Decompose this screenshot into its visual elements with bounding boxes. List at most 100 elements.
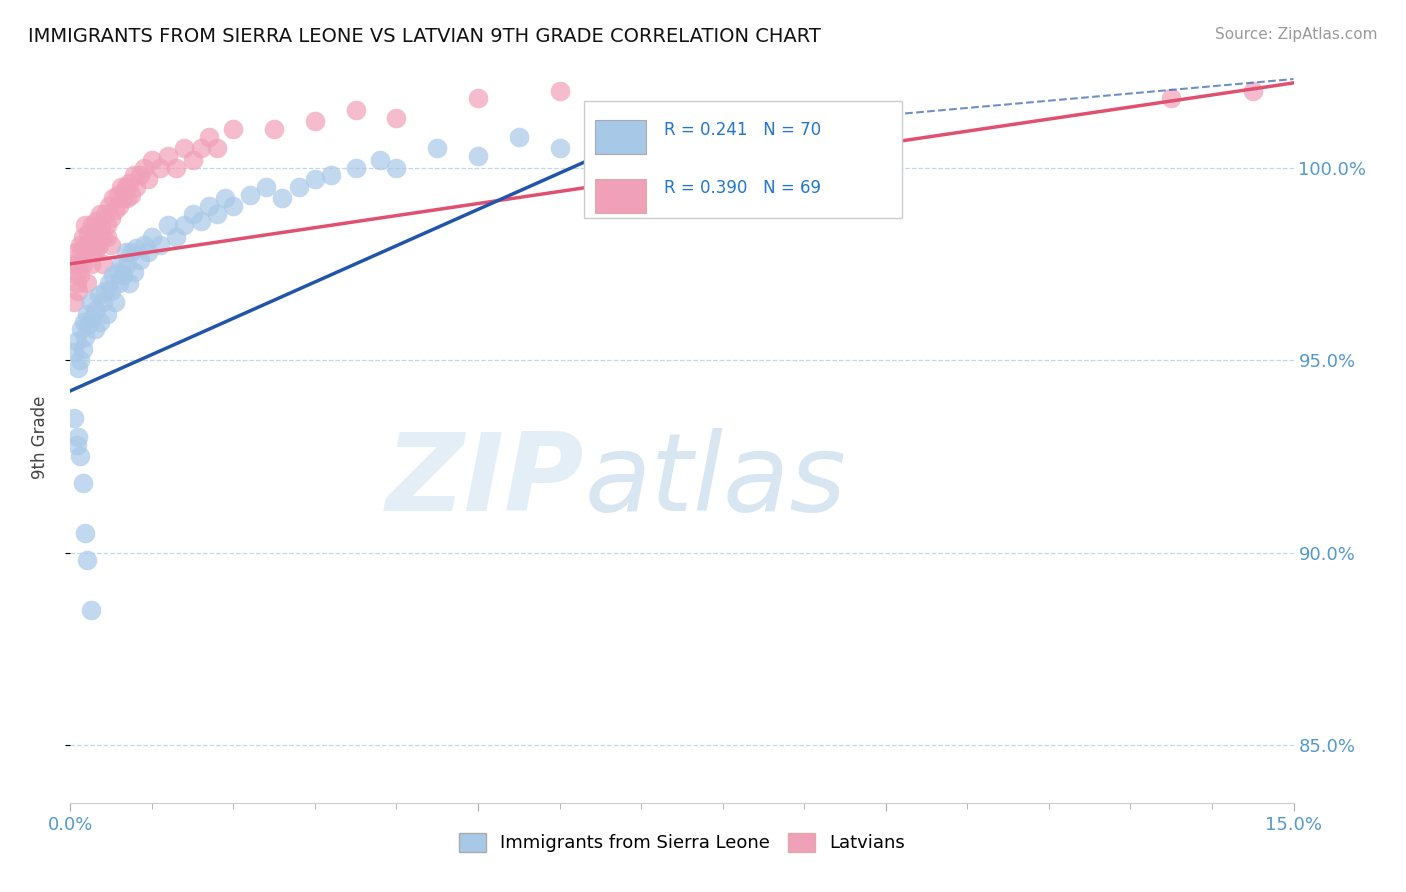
Point <box>66 438 89 452</box>
FancyBboxPatch shape <box>595 179 647 212</box>
Point <box>548 141 571 155</box>
Point <box>205 141 228 155</box>
Point <box>157 149 180 163</box>
Point <box>198 199 221 213</box>
Point <box>100 211 122 225</box>
Point <box>118 176 141 190</box>
Point <box>87 237 110 252</box>
Text: ZIP: ZIP <box>385 428 583 534</box>
Point <box>385 161 408 175</box>
Point <box>136 172 159 186</box>
Point <box>67 284 90 298</box>
Point <box>72 342 94 356</box>
Point <box>101 268 124 283</box>
Point <box>214 191 236 205</box>
Point <box>141 230 163 244</box>
Text: IMMIGRANTS FROM SIERRA LEONE VS LATVIAN 9TH GRADE CORRELATION CHART: IMMIGRANTS FROM SIERRA LEONE VS LATVIAN … <box>28 27 821 45</box>
Point <box>73 242 96 256</box>
Point <box>79 603 103 617</box>
Point <box>93 207 115 221</box>
Point <box>76 307 98 321</box>
Point <box>287 179 309 194</box>
Point <box>98 276 121 290</box>
FancyBboxPatch shape <box>583 101 903 218</box>
Point <box>467 91 489 105</box>
Point <box>321 169 343 183</box>
Point <box>69 268 91 283</box>
Point <box>96 230 118 244</box>
Point <box>117 257 139 271</box>
Point <box>69 450 91 464</box>
Point <box>1241 84 1264 98</box>
Point <box>79 257 103 271</box>
Point <box>96 219 118 233</box>
Point <box>239 187 262 202</box>
Legend: Immigrants from Sierra Leone, Latvians: Immigrants from Sierra Leone, Latvians <box>451 826 912 860</box>
Point <box>67 360 90 375</box>
Point <box>190 141 212 155</box>
Point <box>107 187 129 202</box>
Text: Source: ZipAtlas.com: Source: ZipAtlas.com <box>1215 27 1378 42</box>
Point <box>165 230 187 244</box>
Point <box>90 219 112 233</box>
Point <box>548 84 571 98</box>
Point <box>132 161 155 175</box>
Point <box>173 141 195 155</box>
Point <box>426 141 449 155</box>
Y-axis label: 9th Grade: 9th Grade <box>31 395 49 479</box>
Point <box>70 245 93 260</box>
Point <box>66 276 89 290</box>
Point <box>304 114 326 128</box>
Point <box>66 334 89 348</box>
Point <box>91 257 114 271</box>
Point <box>190 214 212 228</box>
Point <box>89 207 111 221</box>
Point <box>508 129 530 144</box>
Point <box>112 268 135 283</box>
Point <box>1160 91 1182 105</box>
Point <box>132 237 155 252</box>
Point <box>222 199 245 213</box>
Point <box>86 214 108 228</box>
Point <box>344 103 367 117</box>
Point <box>66 268 89 283</box>
Point <box>205 207 228 221</box>
Point <box>128 252 150 267</box>
Point <box>82 310 104 325</box>
Point <box>63 257 86 271</box>
Point <box>83 242 105 256</box>
Point <box>83 322 105 336</box>
Point <box>128 169 150 183</box>
Point <box>630 114 652 128</box>
Point <box>67 430 90 444</box>
Point <box>110 179 132 194</box>
Point <box>117 191 139 205</box>
Point <box>72 476 94 491</box>
Point <box>368 153 391 167</box>
Point <box>65 245 87 260</box>
Point <box>254 179 277 194</box>
Point <box>198 129 221 144</box>
Text: atlas: atlas <box>583 428 846 533</box>
Point <box>110 257 132 271</box>
Point <box>121 187 143 202</box>
Text: R = 0.241   N = 70: R = 0.241 N = 70 <box>664 121 821 139</box>
Text: R = 0.390   N = 69: R = 0.390 N = 69 <box>664 179 821 197</box>
Point <box>96 307 118 321</box>
Point <box>72 230 94 244</box>
Point <box>69 237 91 252</box>
Point <box>122 264 145 278</box>
Point <box>89 315 111 329</box>
Point <box>101 191 124 205</box>
Point <box>73 526 96 541</box>
Point <box>124 179 146 194</box>
Point <box>69 353 91 368</box>
Point <box>76 237 98 252</box>
Point <box>271 191 294 205</box>
Point <box>91 230 114 244</box>
Point <box>100 237 122 252</box>
Point <box>63 410 86 425</box>
Point <box>73 315 96 329</box>
Point <box>76 553 98 567</box>
Point <box>73 219 96 233</box>
